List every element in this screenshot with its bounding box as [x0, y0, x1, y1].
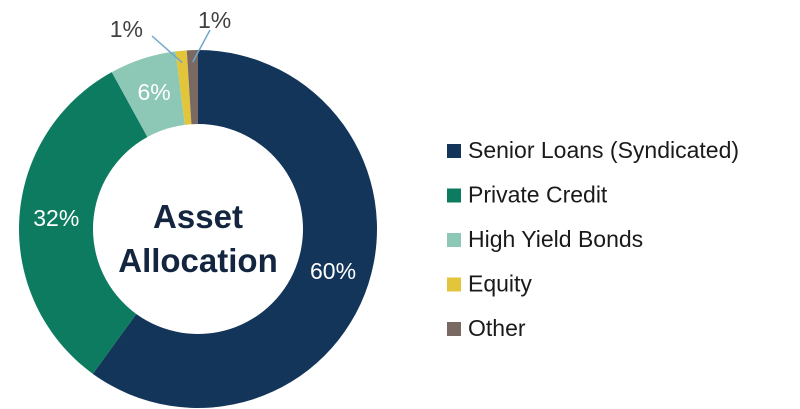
legend-swatch [447, 277, 461, 292]
value-label: 1% [198, 7, 231, 33]
slice [111, 51, 185, 137]
legend-label: Other [468, 315, 526, 341]
center-label: Asset Allocation [118, 198, 278, 279]
slice [175, 50, 192, 125]
legend-swatch [447, 322, 461, 336]
legend-swatch [447, 144, 461, 158]
value-label: 1% [110, 16, 143, 42]
slice [18, 72, 148, 374]
legend-label: Senior Loans (Syndicated) [468, 137, 739, 163]
legend-swatch [447, 188, 461, 203]
slice [92, 50, 377, 408]
value-label: 6% [137, 79, 170, 105]
value-label: 32% [33, 205, 79, 231]
leader-line [192, 29, 211, 63]
legend-label: High Yield Bonds [468, 226, 643, 252]
legend-label: Equity [468, 271, 532, 297]
legend-label: Private Credit [468, 182, 608, 208]
slice [186, 50, 198, 125]
value-label: 60% [310, 258, 356, 284]
leader-line [151, 35, 183, 64]
legend-swatch [447, 233, 461, 247]
